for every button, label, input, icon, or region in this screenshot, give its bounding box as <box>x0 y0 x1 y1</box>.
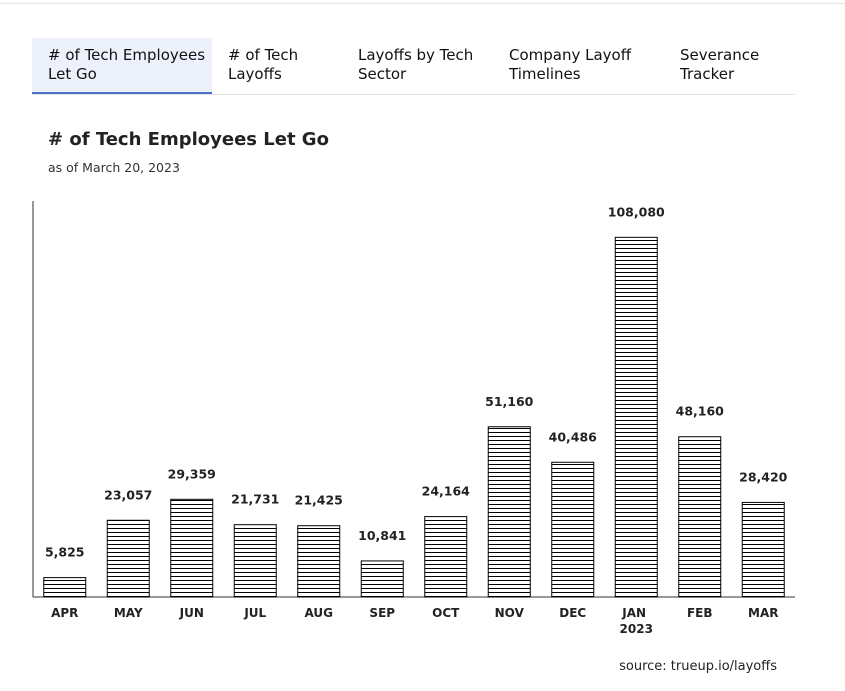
value-label: 28,420 <box>739 469 788 484</box>
tab[interactable]: Severance Tracker <box>680 46 760 83</box>
tab[interactable]: # of Tech Employees Let Go <box>32 38 212 94</box>
value-label: 108,080 <box>608 204 665 219</box>
value-label: 21,731 <box>231 492 279 507</box>
x-tick-label: JUN <box>179 606 204 620</box>
bar <box>170 498 214 598</box>
bar <box>487 426 531 598</box>
bar <box>424 516 468 598</box>
x-tick-label: AUG <box>304 606 333 620</box>
divider <box>0 3 845 4</box>
value-label: 48,160 <box>676 404 725 419</box>
value-label: 5,825 <box>45 545 85 560</box>
value-label: 40,486 <box>549 429 598 444</box>
x-tick-label: APR <box>51 606 78 620</box>
bar <box>741 501 785 598</box>
bar <box>233 524 277 598</box>
tab-bar: # of Tech Employees Let Go # of Tech Lay… <box>32 38 795 95</box>
bar <box>106 519 150 598</box>
x-tick-label: FEB <box>687 606 713 620</box>
chart-title: # of Tech Employees Let Go <box>48 129 329 150</box>
x-tick-label: JAN 2023 <box>620 606 653 636</box>
x-tick-label: JUL <box>243 606 266 620</box>
value-label: 10,841 <box>358 528 406 543</box>
bar <box>614 236 658 598</box>
value-label: 29,359 <box>168 466 216 481</box>
x-tick-label: NOV <box>495 606 525 620</box>
value-label: 24,164 <box>422 484 471 499</box>
value-label: 23,057 <box>104 487 152 502</box>
x-tick-label: DEC <box>559 606 586 620</box>
bar <box>43 577 87 598</box>
value-label: 51,160 <box>485 394 534 409</box>
bar <box>360 560 404 598</box>
source: source: trueup.io/layoffs <box>619 659 777 674</box>
value-label: 21,425 <box>295 493 343 508</box>
x-tick-label: OCT <box>432 606 460 620</box>
chart-subtitle: as of March 20, 2023 <box>48 160 180 175</box>
tab[interactable]: Company Layoff Timelines <box>509 46 632 83</box>
tab[interactable]: Layoffs by Tech Sector <box>358 46 474 83</box>
bar <box>551 461 595 598</box>
tab[interactable]: # of Tech Layoffs <box>228 46 299 83</box>
x-tick-label: MAR <box>748 606 778 620</box>
bar <box>297 525 341 598</box>
x-tick-label: MAY <box>114 606 143 620</box>
bar <box>678 436 722 598</box>
x-tick-label: SEP <box>369 606 395 620</box>
